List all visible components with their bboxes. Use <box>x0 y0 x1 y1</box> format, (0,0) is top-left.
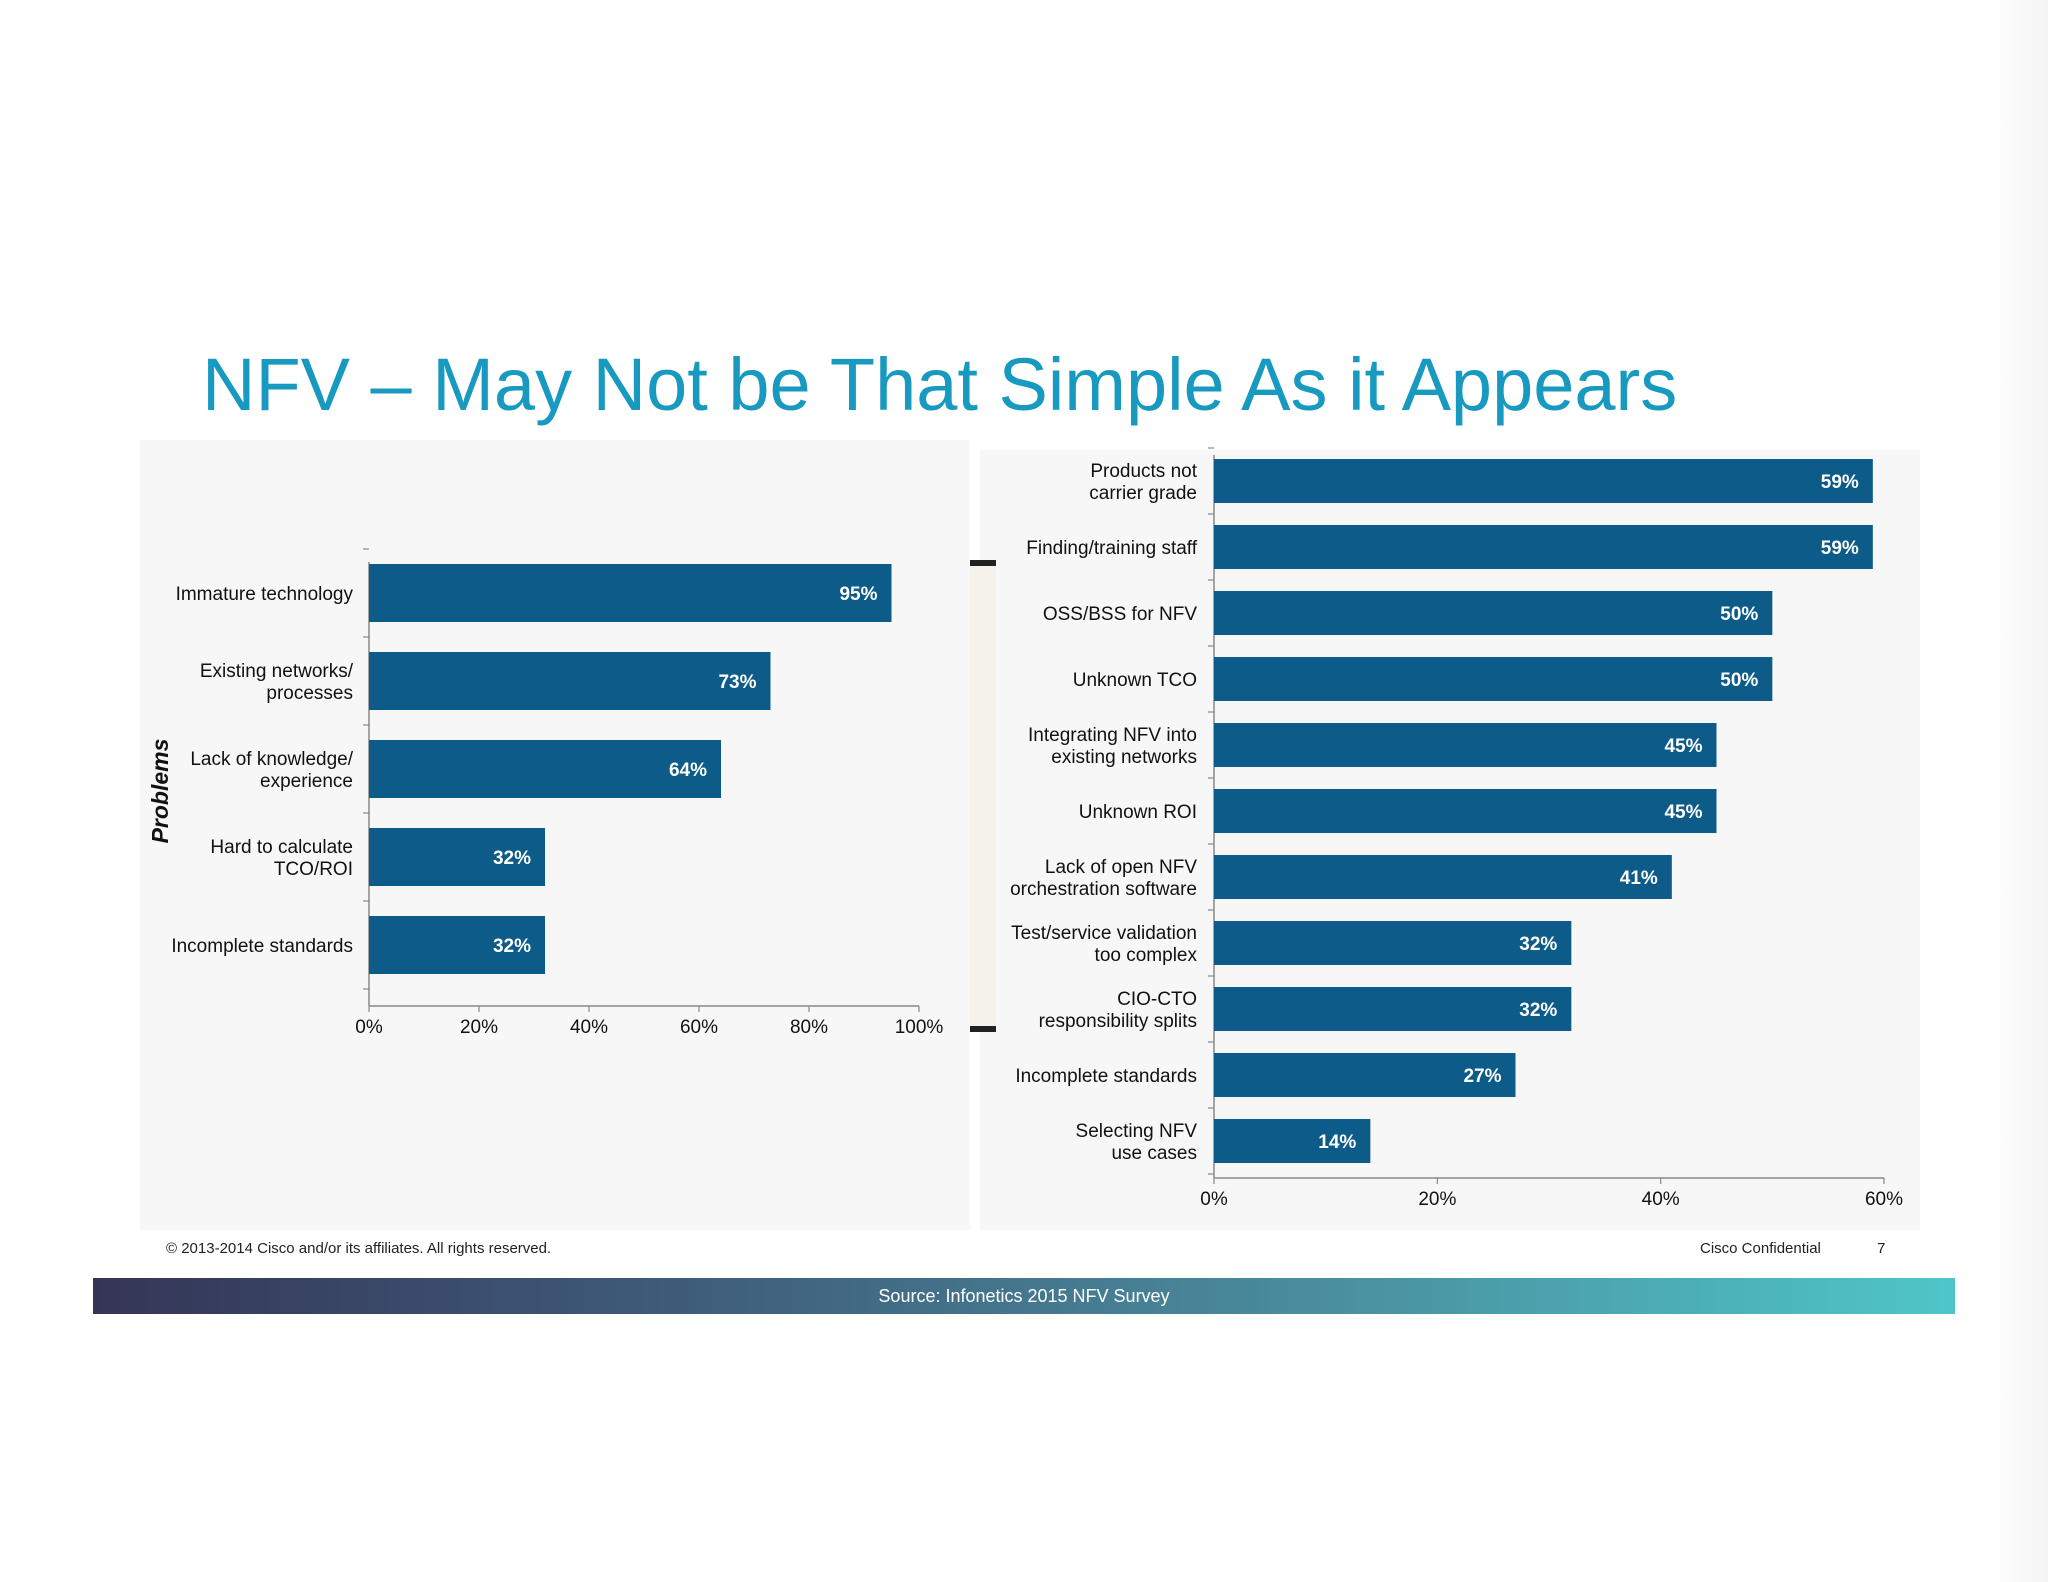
right-bar <box>1214 525 1873 569</box>
left-bar <box>369 828 545 886</box>
right-category-label: Lack of open NFV <box>1045 857 1197 878</box>
right-category-label: Test/service validation <box>1011 923 1197 944</box>
right-bar <box>1214 459 1873 503</box>
left-x-tick-label: 80% <box>790 1017 828 1038</box>
right-x-tick-label: 40% <box>1642 1189 1680 1210</box>
left-y-axis-title: Problems <box>147 739 173 844</box>
right-bar-value-label: 45% <box>1664 802 1702 823</box>
left-bar <box>369 652 771 710</box>
left-category-label: Lack of knowledge/ <box>190 749 353 770</box>
confidential-label: Cisco Confidential <box>1700 1240 1821 1257</box>
right-x-tick-label: 60% <box>1865 1189 1903 1210</box>
copyright-text: © 2013-2014 Cisco and/or its affiliates.… <box>166 1240 552 1257</box>
right-category-label: responsibility splits <box>1039 1011 1197 1032</box>
right-x-tick-label: 0% <box>1200 1189 1228 1210</box>
photo-fragment-edge-top <box>970 560 996 566</box>
left-bar-value-label: 95% <box>839 584 877 605</box>
right-category-label: Selecting NFV <box>1076 1121 1198 1142</box>
right-bar-value-label: 50% <box>1720 604 1758 625</box>
right-category-label: carrier grade <box>1089 483 1197 504</box>
right-bar <box>1214 987 1572 1031</box>
right-category-label: orchestration software <box>1010 879 1197 900</box>
left-x-tick-label: 40% <box>570 1017 608 1038</box>
right-bar-value-label: 50% <box>1720 670 1758 691</box>
left-bar <box>369 740 721 798</box>
right-category-label: use cases <box>1111 1143 1197 1164</box>
right-bar-value-label: 32% <box>1519 934 1557 955</box>
page-number: 7 <box>1877 1240 1886 1257</box>
right-bar <box>1214 855 1672 899</box>
right-bar-value-label: 14% <box>1318 1132 1356 1153</box>
right-bar <box>1214 657 1773 701</box>
left-category-label: Hard to calculate <box>210 837 353 858</box>
page-edge-shade <box>1990 0 2048 1582</box>
right-chart-background <box>980 450 1920 1230</box>
right-category-label: CIO-CTO <box>1117 989 1197 1010</box>
source-banner: Source: Infonetics 2015 NFV Survey <box>93 1278 1955 1314</box>
right-x-tick-label: 20% <box>1418 1189 1456 1210</box>
right-bar-value-label: 41% <box>1620 868 1658 889</box>
right-bar <box>1214 591 1773 635</box>
slide-title: NFV – May Not be That Simple As it Appea… <box>202 343 1678 426</box>
right-category-label: OSS/BSS for NFV <box>1043 604 1197 625</box>
left-x-tick-label: 100% <box>895 1017 944 1038</box>
left-bar-value-label: 64% <box>669 760 707 781</box>
right-bar-value-label: 59% <box>1821 538 1859 559</box>
left-x-tick-label: 20% <box>460 1017 498 1038</box>
left-category-label: Incomplete standards <box>171 936 353 957</box>
right-category-label: Finding/training staff <box>1026 538 1197 559</box>
right-bar <box>1214 1053 1516 1097</box>
left-category-label: processes <box>266 683 353 704</box>
left-bar <box>369 916 545 974</box>
right-bar-value-label: 45% <box>1664 736 1702 757</box>
photo-fragment-strip <box>970 560 996 1032</box>
right-bar-value-label: 32% <box>1519 1000 1557 1021</box>
left-bar-value-label: 32% <box>493 936 531 957</box>
right-bar-value-label: 59% <box>1821 472 1859 493</box>
photo-fragment-edge-bottom <box>970 1026 996 1032</box>
left-x-tick-label: 0% <box>355 1017 383 1038</box>
left-x-tick-label: 60% <box>680 1017 718 1038</box>
right-category-label: Integrating NFV into <box>1028 725 1197 746</box>
left-category-label: Existing networks/ <box>200 661 354 682</box>
right-category-label: Unknown TCO <box>1073 670 1197 691</box>
left-bar-value-label: 32% <box>493 848 531 869</box>
right-bar <box>1214 921 1572 965</box>
right-category-label: Products not <box>1090 461 1197 482</box>
right-category-label: Incomplete standards <box>1015 1066 1197 1087</box>
right-category-label: existing networks <box>1051 747 1197 768</box>
left-category-label: Immature technology <box>176 584 354 605</box>
left-bar <box>369 564 892 622</box>
left-bar-value-label: 73% <box>718 672 756 693</box>
right-category-label: too complex <box>1095 945 1198 966</box>
right-category-label: Unknown ROI <box>1079 802 1197 823</box>
right-bar <box>1214 1119 1371 1163</box>
right-bar <box>1214 789 1717 833</box>
left-category-label: TCO/ROI <box>274 859 353 880</box>
right-bar <box>1214 723 1717 767</box>
right-bar-value-label: 27% <box>1463 1066 1501 1087</box>
left-category-label: experience <box>260 771 353 792</box>
